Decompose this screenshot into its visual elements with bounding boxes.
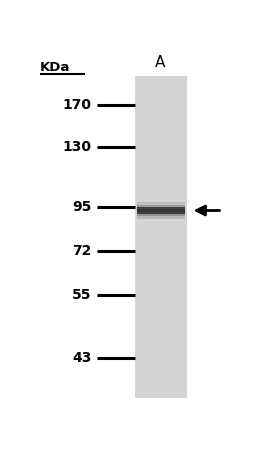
- Text: 95: 95: [72, 200, 92, 214]
- Text: A: A: [155, 56, 165, 71]
- Text: 170: 170: [62, 98, 92, 112]
- Text: 43: 43: [72, 351, 92, 364]
- Bar: [137, 205, 185, 212]
- Text: KDa: KDa: [40, 61, 70, 74]
- Bar: [137, 209, 185, 216]
- Bar: [137, 202, 185, 211]
- Bar: [137, 207, 185, 214]
- Text: 55: 55: [72, 288, 92, 302]
- Bar: [135, 76, 187, 398]
- Text: 72: 72: [72, 244, 92, 258]
- Text: 130: 130: [62, 141, 92, 154]
- Bar: [137, 210, 185, 219]
